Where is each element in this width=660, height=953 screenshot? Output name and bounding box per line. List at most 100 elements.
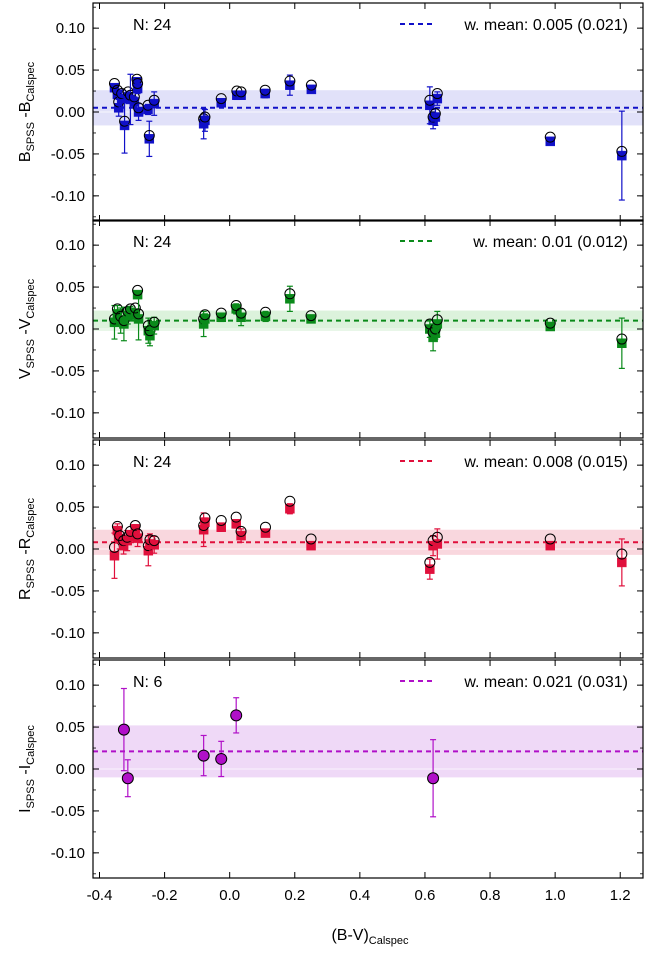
circle-marker [215, 93, 227, 105]
circle-marker [431, 531, 443, 543]
y-label-a-sub: SPSS [25, 559, 37, 588]
square-marker [149, 320, 159, 331]
y-tick-label: 0.10 [56, 20, 85, 37]
square-marker [545, 136, 555, 147]
data-point [431, 528, 443, 560]
square-marker [133, 107, 144, 117]
square-marker [306, 84, 317, 95]
circle-marker [132, 284, 144, 296]
y-tick-label: -0.10 [51, 845, 85, 862]
y-label-b-sub: Calspec [25, 61, 37, 101]
square-marker [545, 321, 555, 332]
data-point [143, 120, 155, 158]
y-tick-label: 0.05 [56, 719, 85, 736]
data-point [616, 538, 628, 587]
data-point [305, 310, 317, 324]
n-count-label: N: 24 [133, 17, 171, 34]
data-point [215, 740, 228, 778]
circle-marker [119, 115, 131, 127]
circle-marker [121, 772, 134, 785]
square-marker [260, 311, 271, 322]
data-point [148, 91, 160, 116]
data-point [235, 86, 247, 100]
y-axis-label: VSPSS -VCalspec [17, 278, 37, 379]
circle-marker [305, 79, 317, 91]
y-tick-label: -0.10 [51, 625, 85, 642]
data-point [305, 79, 317, 95]
x-tick-label: 0.8 [480, 887, 501, 904]
circle-marker [616, 333, 628, 345]
x-tick-label: 1.2 [610, 887, 631, 904]
circle-marker [544, 533, 556, 545]
circle-marker [284, 75, 296, 87]
data-point [284, 285, 296, 312]
y-tick-label: 0.05 [56, 279, 85, 296]
panel-i: -0.10 -0.05 0.00 0.05 0.10 N: 6 w. mean: 0.021… [17, 659, 644, 879]
square-marker [260, 528, 271, 538]
square-marker [132, 533, 143, 543]
data-point [431, 88, 443, 106]
data-point [284, 74, 296, 96]
square-marker [144, 134, 155, 144]
square-marker [617, 338, 627, 349]
data-point [429, 108, 441, 127]
circle-marker [199, 512, 211, 524]
y-label-b-sub: Calspec [25, 498, 37, 538]
square-marker [617, 557, 627, 568]
circle-marker [199, 309, 211, 321]
data-point [431, 310, 443, 338]
circle-marker [284, 495, 296, 507]
y-tick-label: -0.05 [51, 363, 85, 380]
x-axis-label-main: (B-V) [331, 927, 368, 944]
x-axis: -0.4 -0.2 0.0 0.2 0.4 0.6 0.8 1.0 1.2 [87, 887, 631, 904]
circle-marker [616, 548, 628, 560]
x-tick-label: -0.2 [152, 887, 178, 904]
y-label-a-sub: SPSS [25, 122, 37, 151]
circle-marker [148, 535, 160, 547]
y-label-mid: -V [17, 318, 34, 339]
square-marker [132, 289, 143, 300]
data-point [129, 520, 141, 534]
circle-marker [427, 772, 440, 785]
y-label-a-sub: SPSS [25, 779, 37, 808]
data-point [427, 739, 440, 818]
circle-marker [215, 752, 228, 765]
circle-marker [199, 111, 211, 123]
circle-marker [544, 131, 556, 143]
x-tick-label: 0.2 [284, 887, 305, 904]
circle-marker [424, 556, 436, 568]
circle-marker [235, 307, 247, 319]
circle-marker [284, 288, 296, 300]
y-tick-label: 0.10 [56, 457, 85, 474]
circle-marker [129, 520, 141, 532]
data-point [259, 306, 271, 323]
y-tick-label: 0.05 [56, 499, 85, 516]
data-point [117, 687, 130, 772]
circle-marker [616, 145, 628, 157]
data-point [284, 495, 296, 515]
circle-marker [431, 314, 443, 326]
panel-r: -0.10 -0.05 0.00 0.05 0.10 N: 24 w. mean: 0.00… [17, 439, 644, 659]
data-point [215, 514, 227, 532]
circle-marker [305, 310, 317, 322]
data-point [305, 533, 317, 551]
y-tick-label: 0.00 [56, 541, 85, 558]
y-label-a: V [17, 368, 34, 379]
data-point [197, 734, 210, 777]
legend-label: w. mean: 0.01 (0.012) [472, 234, 628, 251]
x-tick-label: 0.4 [349, 887, 370, 904]
y-label-a: B [17, 151, 34, 162]
data-point [230, 697, 243, 734]
data-point [616, 110, 628, 201]
circle-marker [259, 306, 271, 318]
circle-marker [143, 129, 155, 141]
y-label-b-sub: Calspec [25, 725, 37, 765]
data-point [616, 317, 628, 370]
square-marker [200, 314, 210, 324]
circle-marker [215, 514, 227, 526]
n-count-label: N: 6 [133, 674, 162, 691]
y-tick-label: -0.05 [51, 146, 85, 163]
panels-group: -0.10 -0.05 0.00 0.05 0.10 N: 24 w. mean: 0.00… [17, 2, 644, 879]
circle-marker [235, 86, 247, 98]
circle-marker [132, 77, 144, 89]
